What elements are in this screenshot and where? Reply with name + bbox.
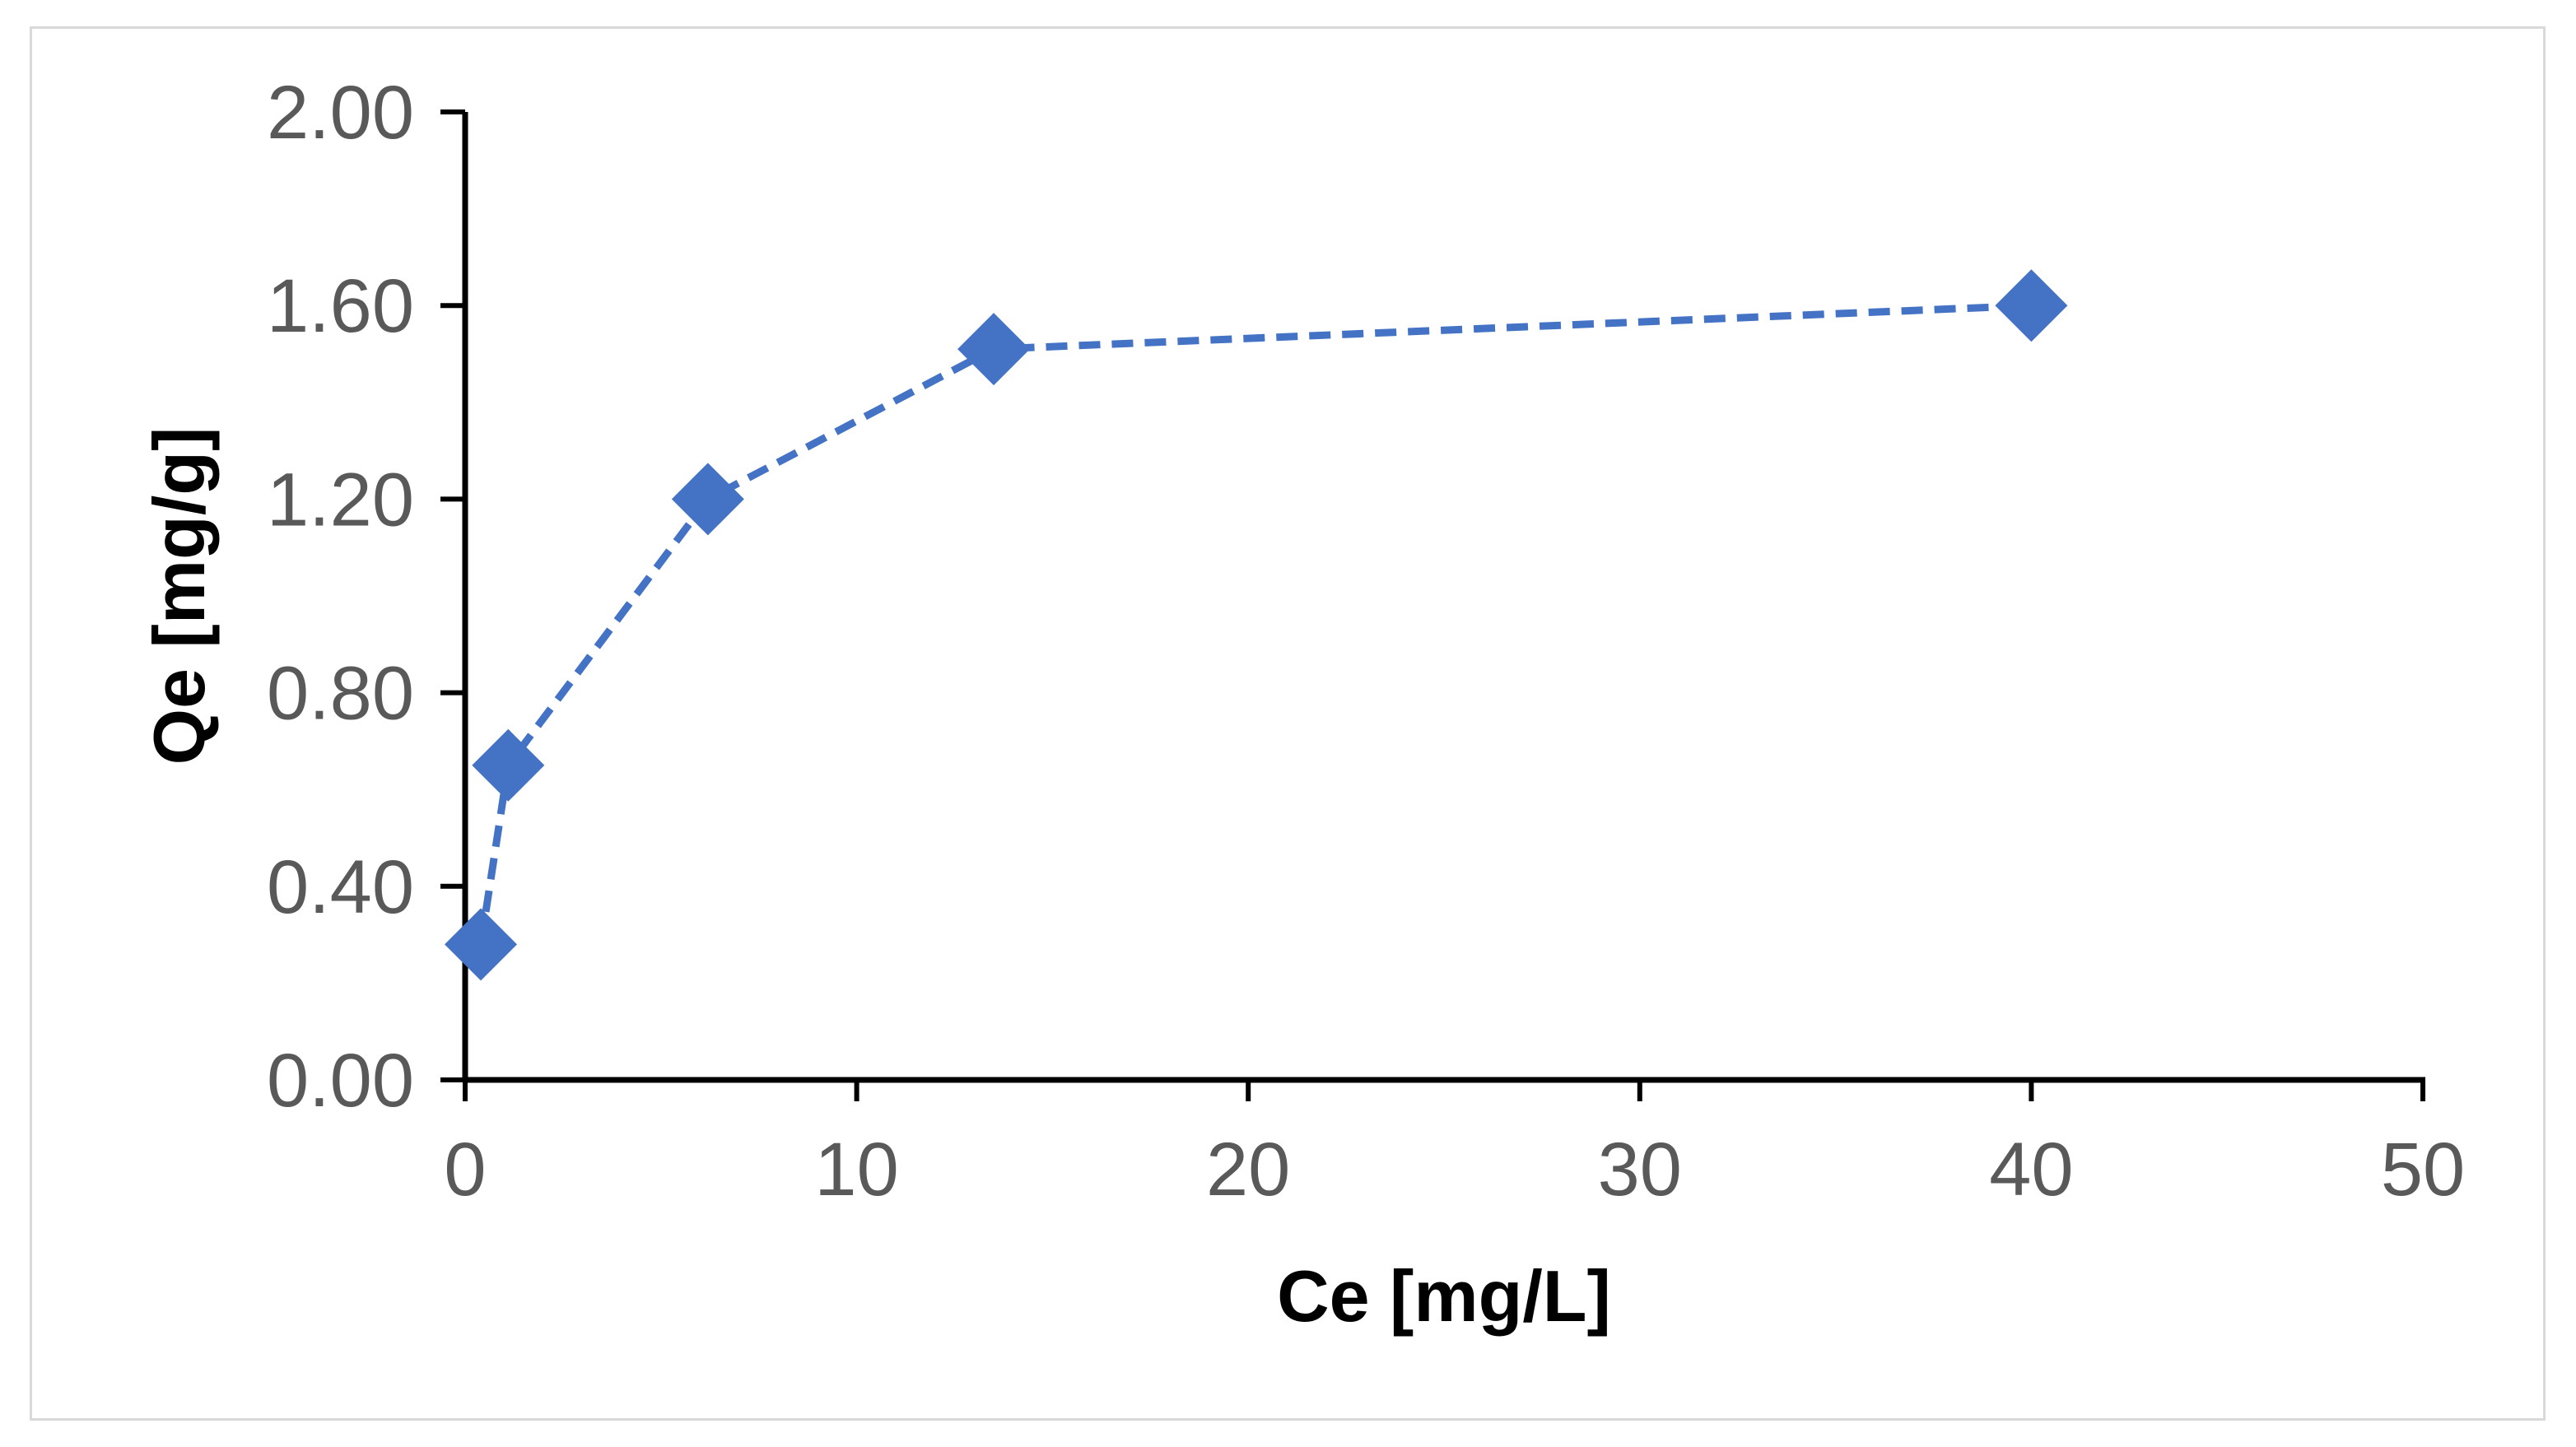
y-tick-label: 0.80 — [267, 652, 414, 736]
x-tick-label: 20 — [1206, 1128, 1290, 1212]
y-tick-label: 2.00 — [267, 71, 414, 155]
x-tick-label: 40 — [1989, 1128, 2073, 1212]
y-axis-title: Qe [mg/g] — [138, 427, 220, 765]
x-axis-title: Ce [mg/L] — [1277, 1255, 1611, 1337]
x-tick-label: 30 — [1598, 1128, 1682, 1212]
data-point-marker — [445, 908, 518, 981]
data-point-marker — [957, 313, 1031, 386]
x-tick-label: 0 — [444, 1128, 486, 1212]
data-point-marker — [671, 463, 744, 536]
series-line — [477, 301, 2032, 946]
ticks: 0 10 20 30 40 50 0.00 0.40 0.80 1.20 1.60 2.00 — [267, 71, 2465, 1212]
y-tick-label: 0.00 — [267, 1039, 414, 1123]
y-tick-label: 1.20 — [267, 458, 414, 542]
markers-group — [445, 269, 2068, 981]
chart-frame — [30, 26, 2546, 1421]
axes — [462, 112, 2425, 1083]
series-line-group — [477, 301, 2032, 946]
y-tick-label: 0.40 — [267, 845, 414, 929]
data-point-marker — [1995, 269, 2068, 342]
x-tick-label: 10 — [814, 1128, 898, 1212]
y-tick-label: 1.60 — [267, 264, 414, 348]
data-point-marker — [472, 728, 545, 802]
x-tick-label: 50 — [2381, 1128, 2465, 1212]
